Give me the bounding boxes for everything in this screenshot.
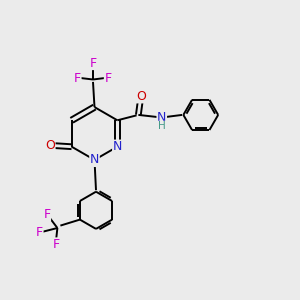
Text: N: N xyxy=(157,111,167,124)
Text: F: F xyxy=(104,71,112,85)
Text: N: N xyxy=(113,140,122,153)
Text: F: F xyxy=(43,208,50,221)
Text: O: O xyxy=(136,90,146,103)
Text: F: F xyxy=(36,226,43,239)
Text: H: H xyxy=(158,121,166,131)
Text: F: F xyxy=(52,238,59,251)
Text: O: O xyxy=(45,139,55,152)
Text: F: F xyxy=(89,56,97,70)
Text: F: F xyxy=(74,71,81,85)
Text: N: N xyxy=(90,153,99,167)
